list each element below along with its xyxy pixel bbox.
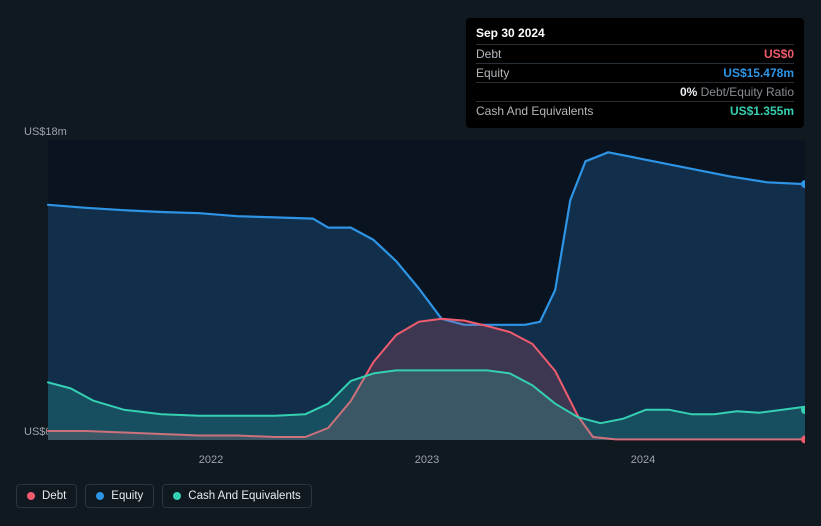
legend-dot-icon (96, 492, 104, 500)
tooltip-row-label: Cash And Equivalents (476, 104, 593, 118)
area-chart-svg (16, 140, 805, 450)
tooltip-row: Equity US$15.478m (476, 63, 794, 82)
chart-tooltip: Sep 30 2024 Debt US$0 Equity US$15.478m 0% … (466, 18, 804, 128)
tooltip-row: Cash And Equivalents US$1.355m (476, 101, 794, 120)
tooltip-row-label: Equity (476, 66, 509, 80)
legend-dot-icon (173, 492, 181, 500)
legend-item-equity[interactable]: Equity (85, 484, 154, 508)
tooltip-row-value: US$1.355m (730, 104, 794, 118)
tooltip-row: Debt US$0 (476, 44, 794, 63)
tooltip-row-label (476, 85, 479, 99)
tooltip-row: 0% Debt/Equity Ratio (476, 82, 794, 101)
tooltip-row-value: US$0 (764, 47, 794, 61)
legend-label: Cash And Equivalents (188, 490, 301, 502)
tooltip-row-value: US$15.478m (723, 66, 794, 80)
legend-label: Debt (42, 490, 66, 502)
x-axis-label: 2023 (415, 454, 439, 466)
tooltip-row-suffix: Debt/Equity Ratio (697, 85, 794, 99)
legend: Debt Equity Cash And Equivalents (16, 484, 312, 508)
legend-item-cash-and-equivalents[interactable]: Cash And Equivalents (162, 484, 312, 508)
y-axis-max-label: US$18m (24, 126, 67, 138)
tooltip-row-label: Debt (476, 47, 501, 61)
legend-item-debt[interactable]: Debt (16, 484, 77, 508)
x-axis-label: 2024 (631, 454, 655, 466)
x-axis-label: 2022 (199, 454, 223, 466)
legend-dot-icon (27, 492, 35, 500)
legend-label: Equity (111, 490, 143, 502)
chart-container (16, 140, 805, 450)
tooltip-date: Sep 30 2024 (476, 26, 794, 40)
tooltip-row-value: 0% Debt/Equity Ratio (680, 85, 794, 99)
